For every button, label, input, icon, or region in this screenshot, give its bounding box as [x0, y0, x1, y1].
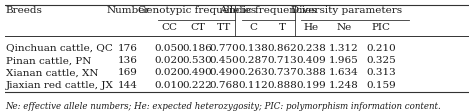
Text: PIC: PIC	[372, 23, 391, 32]
Text: 0.768: 0.768	[209, 80, 239, 90]
Text: 0.770: 0.770	[209, 44, 239, 53]
Text: 0.325: 0.325	[366, 56, 396, 65]
Text: 176: 176	[118, 44, 138, 53]
Text: T: T	[279, 23, 286, 32]
Text: 0.313: 0.313	[366, 68, 396, 77]
Text: 0.409: 0.409	[296, 56, 326, 65]
Text: 0.490: 0.490	[209, 68, 239, 77]
Text: 0.112: 0.112	[239, 80, 269, 90]
Text: Number: Number	[106, 6, 149, 15]
Text: Qinchuan cattle, QC: Qinchuan cattle, QC	[6, 44, 112, 53]
Text: 0.186: 0.186	[182, 44, 212, 53]
Text: 0.862: 0.862	[268, 44, 297, 53]
Text: 0.050: 0.050	[155, 44, 184, 53]
Text: 0.287: 0.287	[239, 56, 269, 65]
Text: Genotypic frequencies: Genotypic frequencies	[138, 6, 256, 15]
Text: 0.450: 0.450	[209, 56, 239, 65]
Text: Pinan cattle, PN: Pinan cattle, PN	[6, 56, 91, 65]
Text: 1.248: 1.248	[329, 80, 359, 90]
Text: He: He	[304, 23, 319, 32]
Text: 1.312: 1.312	[329, 44, 359, 53]
Text: 0.737: 0.737	[268, 68, 297, 77]
Text: 0.888: 0.888	[268, 80, 297, 90]
Text: 0.159: 0.159	[366, 80, 396, 90]
Text: Diversity parameters: Diversity parameters	[291, 6, 402, 15]
Text: 144: 144	[118, 80, 138, 90]
Text: Ne: effective allele numbers; He: expected heterozygosity; PIC: polymorphism inf: Ne: effective allele numbers; He: expect…	[5, 102, 440, 111]
Text: Breeds: Breeds	[6, 6, 43, 15]
Text: 0.388: 0.388	[296, 68, 326, 77]
Text: TT: TT	[217, 23, 231, 32]
Text: 0.020: 0.020	[155, 68, 184, 77]
Text: 0.210: 0.210	[366, 44, 396, 53]
Text: 0.263: 0.263	[239, 68, 269, 77]
Text: 0.238: 0.238	[296, 44, 326, 53]
Text: 1.965: 1.965	[329, 56, 359, 65]
Text: 0.138: 0.138	[239, 44, 269, 53]
Text: CC: CC	[162, 23, 178, 32]
Text: Jiaxian red cattle, JX: Jiaxian red cattle, JX	[6, 80, 114, 90]
Text: Ne: Ne	[336, 23, 351, 32]
Text: 0.530: 0.530	[182, 56, 212, 65]
Text: Xianan cattle, XN: Xianan cattle, XN	[6, 68, 98, 77]
Text: 0.010: 0.010	[155, 80, 184, 90]
Text: 169: 169	[118, 68, 138, 77]
Text: 0.020: 0.020	[155, 56, 184, 65]
Text: 0.490: 0.490	[182, 68, 212, 77]
Text: CT: CT	[190, 23, 205, 32]
Text: 0.713: 0.713	[268, 56, 297, 65]
Text: 1.634: 1.634	[329, 68, 359, 77]
Text: 136: 136	[118, 56, 138, 65]
Text: 0.222: 0.222	[182, 80, 212, 90]
Text: Allelic frequencies: Allelic frequencies	[219, 6, 317, 15]
Text: C: C	[250, 23, 258, 32]
Text: 0.199: 0.199	[296, 80, 326, 90]
